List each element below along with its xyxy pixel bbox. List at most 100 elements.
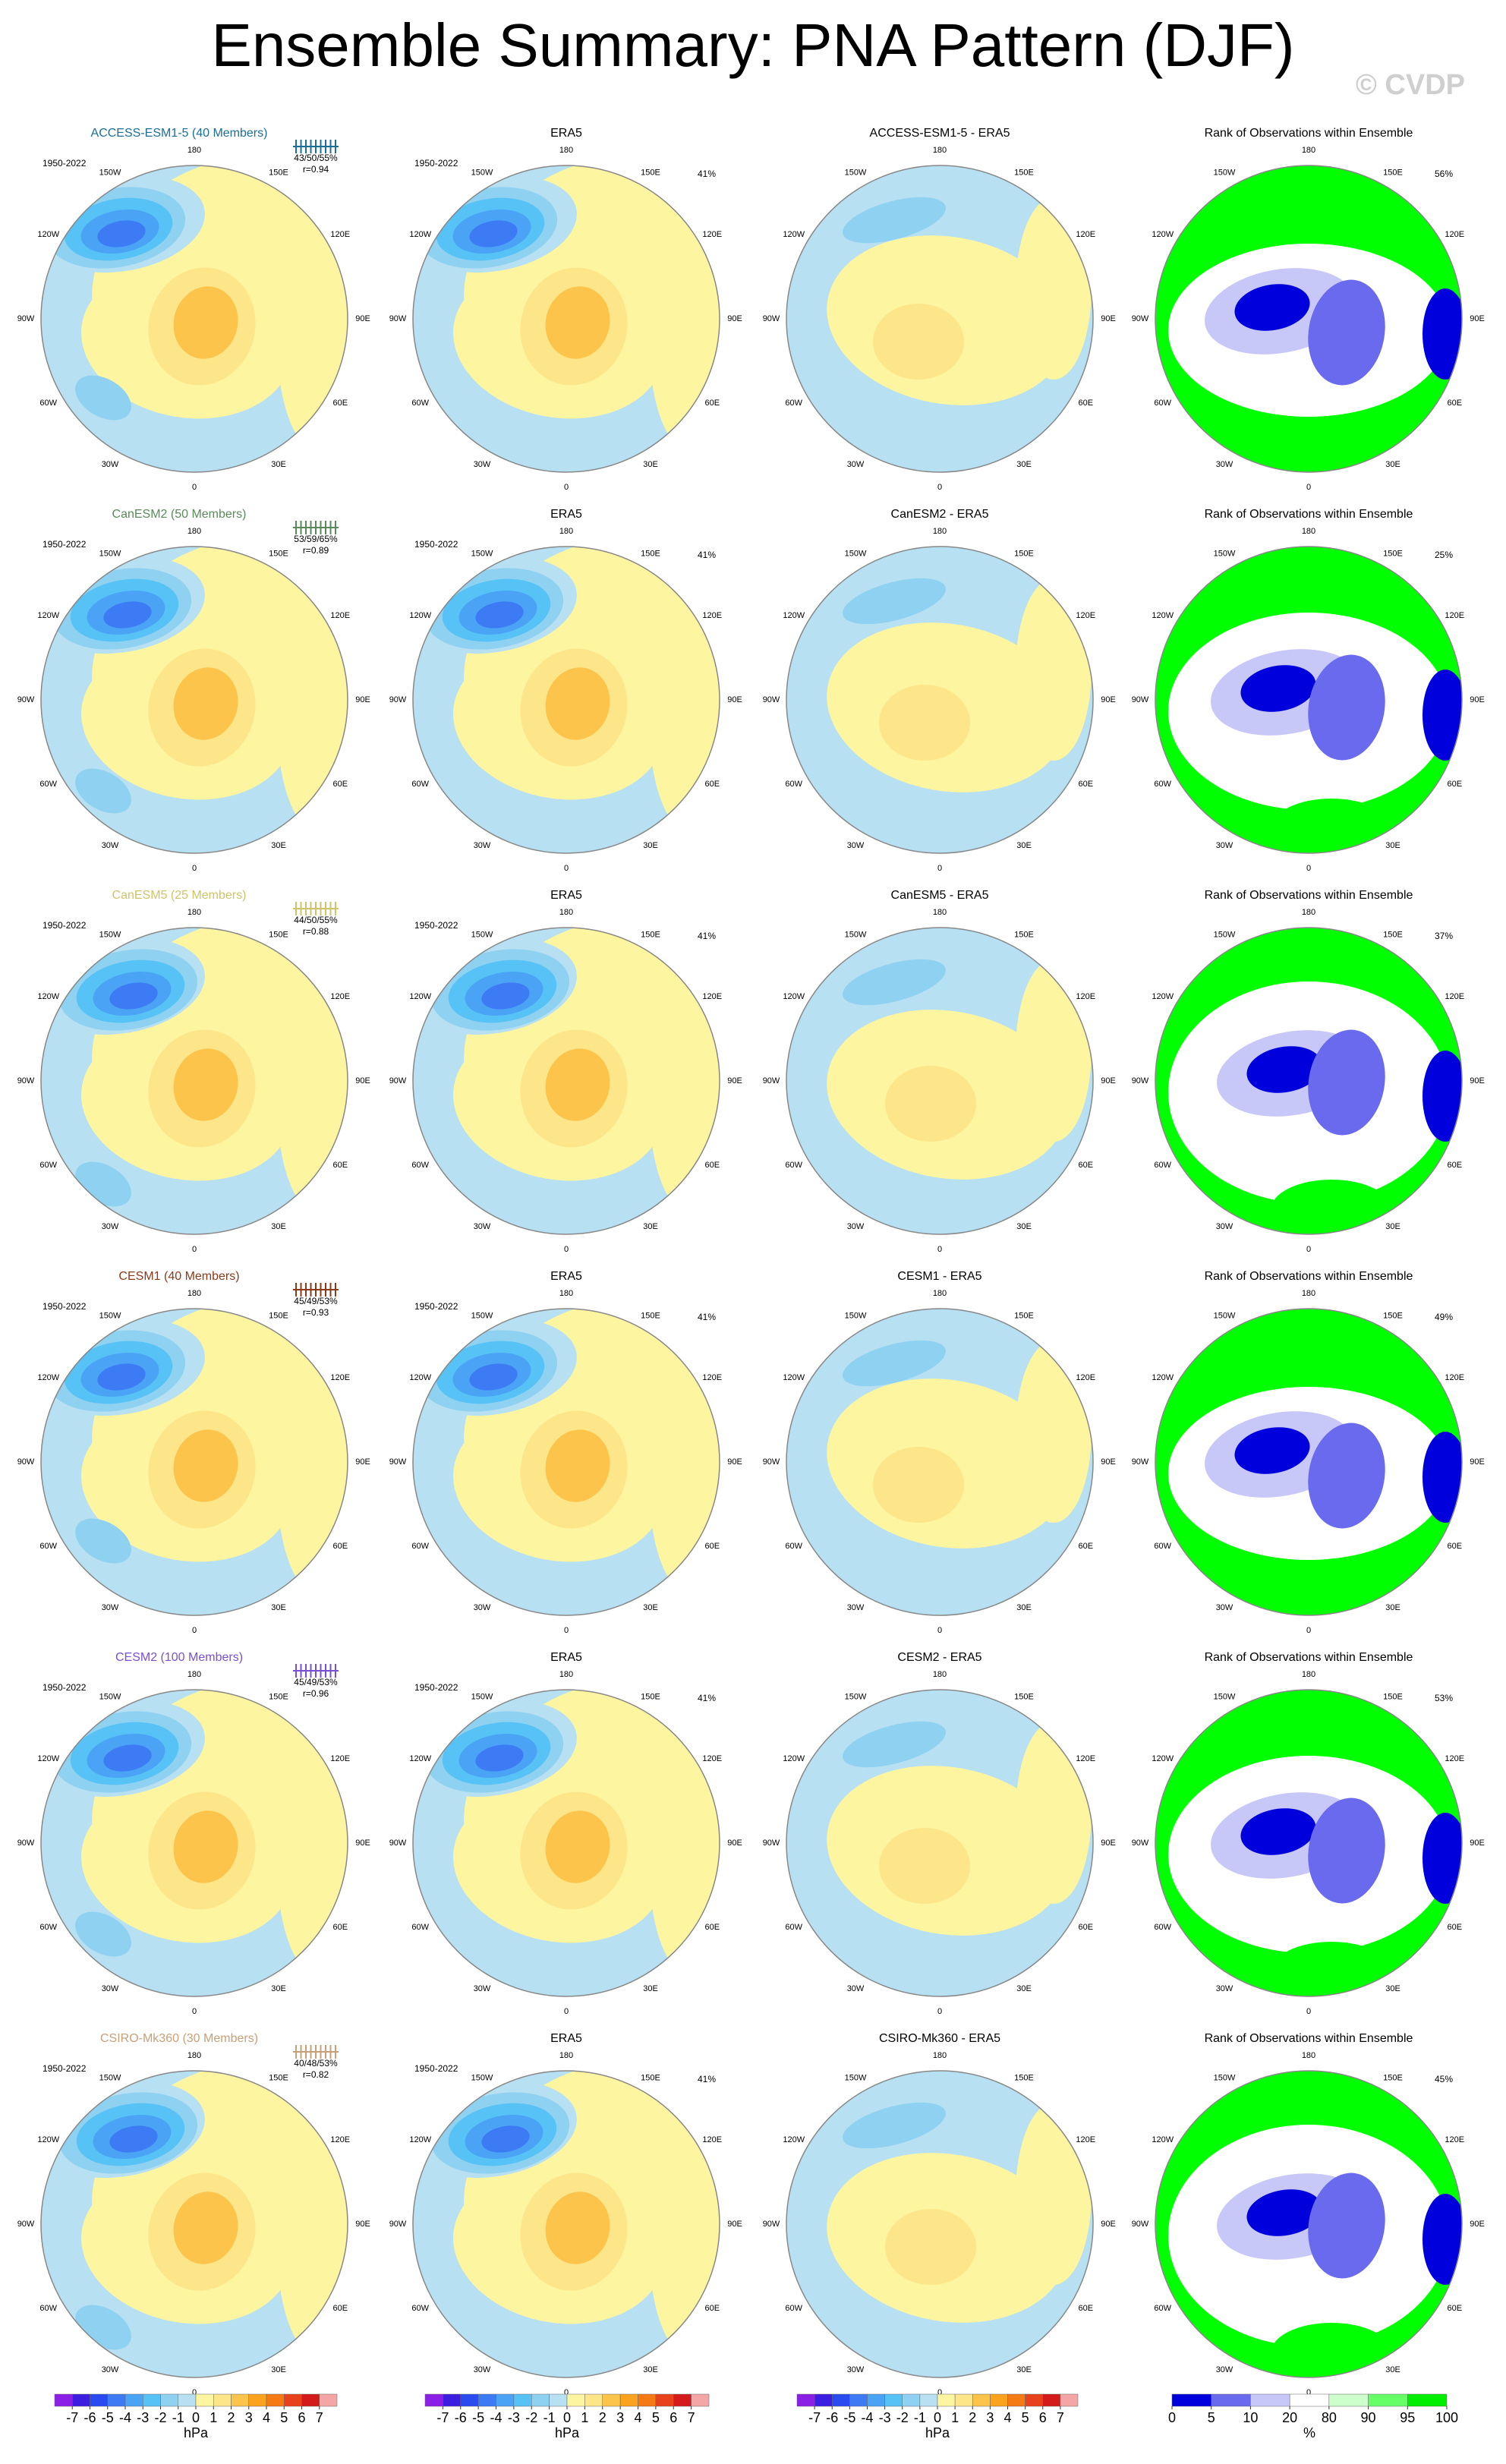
colorbar-box (1042, 2393, 1061, 2407)
colorbar-label: 2 (599, 2410, 606, 2425)
model-title: CanESM2 (50 Members) (112, 508, 247, 521)
longitude-label: 0 (192, 1626, 197, 1635)
pattern-stats: 45/49/53% (294, 1296, 338, 1306)
colorbar-label: 6 (1039, 2410, 1047, 2425)
field-region (1308, 1423, 1385, 1529)
colorbar-label: 4 (1003, 2410, 1011, 2425)
longitude-label: 30W (1216, 1222, 1233, 1231)
colorbar-label: 95 (1400, 2410, 1415, 2425)
longitude-label: 30W (474, 841, 491, 850)
field-region (475, 601, 524, 629)
longitude-label: 180 (933, 2051, 947, 2060)
longitude-label: 120E (1445, 1373, 1464, 1382)
field-region (843, 1721, 946, 1768)
longitude-label: 30W (1216, 1603, 1233, 1612)
obs-value: 41% (698, 2074, 716, 2084)
field-region (173, 286, 238, 359)
map-border (786, 546, 1094, 854)
colorbar-box (195, 2393, 214, 2407)
field-region (481, 2125, 530, 2153)
longitude-label: 60E (332, 1542, 348, 1551)
longitude-label: 120E (1076, 611, 1095, 620)
field-region (843, 578, 946, 625)
colorbar-label: -6 (455, 2410, 467, 2425)
colorbar-label: 6 (298, 2410, 305, 2425)
colorbar-box (954, 2393, 973, 2407)
rank-title: Rank of Observations within Ensemble (1205, 889, 1413, 902)
obs-title: ERA5 (550, 127, 582, 140)
longitude-label: 90E (355, 1839, 370, 1848)
field-region (873, 1447, 964, 1523)
period-label: 1950-2022 (43, 539, 87, 550)
longitude-label: 30W (474, 1603, 491, 1612)
colorbar-box (691, 2393, 710, 2407)
longitude-label: 30W (102, 1984, 119, 1993)
longitude-label: 0 (564, 2007, 569, 2016)
longitude-label: 90E (1470, 2220, 1485, 2229)
colorbar-unit: hPa (555, 2425, 580, 2440)
longitude-label: 60E (704, 780, 720, 789)
longitude-label: 120W (37, 1373, 59, 1382)
field-region (545, 1810, 610, 1883)
field-region (173, 667, 238, 740)
rank-value: 53% (1435, 1693, 1453, 1703)
colorbar-label: 5 (1208, 2410, 1215, 2425)
longitude-label: 60W (411, 1161, 429, 1170)
colorbar-label: 3 (616, 2410, 624, 2425)
colorbar-box (902, 2393, 921, 2407)
field-region (173, 1048, 238, 1121)
longitude-label: 30E (643, 1984, 658, 1993)
longitude-label: 120W (1152, 1373, 1174, 1382)
longitude-label: 180 (559, 2051, 573, 2060)
field-region (1271, 1942, 1392, 1996)
pattern-stats: 43/50/55% (294, 153, 338, 163)
spread-glyph (293, 521, 339, 534)
rank-value: 56% (1435, 169, 1453, 179)
period-label: 1950-2022 (414, 920, 458, 931)
map (413, 1690, 720, 1996)
longitude-label: 120E (1076, 2135, 1095, 2144)
colorbar-box (832, 2393, 850, 2407)
period-label: 1950-2022 (43, 2063, 87, 2074)
field-region (109, 982, 158, 1010)
longitude-label: 150W (1214, 550, 1236, 559)
longitude-label: 180 (559, 527, 573, 536)
rank-value: 25% (1435, 550, 1453, 560)
field-region (173, 2191, 238, 2264)
field-region (1271, 2323, 1392, 2377)
period-label: 1950-2022 (414, 158, 458, 169)
longitude-label: 120W (1152, 1754, 1174, 1763)
difference-title: CESM1 - ERA5 (897, 1270, 981, 1283)
field-region (1271, 1180, 1392, 1234)
field-region (278, 624, 348, 837)
longitude-label: 150E (1383, 550, 1403, 559)
watermark: © CVDP (1356, 69, 1465, 101)
field-region (1240, 1808, 1316, 1855)
colorbar-label: -7 (66, 2410, 78, 2425)
model-title: CESM1 (40 Members) (118, 1270, 239, 1283)
field-region (545, 1429, 610, 1502)
colorbar-box (72, 2393, 90, 2407)
longitude-label: 90W (1132, 1457, 1149, 1467)
map-border (1155, 1308, 1463, 1616)
field-region (1271, 1561, 1392, 1615)
longitude-label: 120W (1152, 611, 1174, 620)
longitude-label: 120E (330, 230, 350, 239)
longitude-label: 90W (17, 695, 35, 704)
field-region (481, 982, 530, 1010)
longitude-label: 120W (37, 992, 59, 1001)
longitude-label: 90W (1132, 314, 1149, 323)
longitude-label: 30W (847, 841, 865, 850)
colorbar-box (937, 2393, 956, 2407)
colorbar-label: -1 (172, 2410, 184, 2425)
map-border (40, 2070, 348, 2378)
field-region (103, 1744, 152, 1772)
longitude-label: 90E (355, 1457, 370, 1467)
map (413, 547, 720, 853)
longitude-label: 120W (37, 2135, 59, 2144)
longitude-label: 120E (1076, 992, 1095, 1001)
colorbar-box (549, 2393, 568, 2407)
colorbar-label: -7 (808, 2410, 821, 2425)
colorbar-label: 90 (1361, 2410, 1376, 2425)
